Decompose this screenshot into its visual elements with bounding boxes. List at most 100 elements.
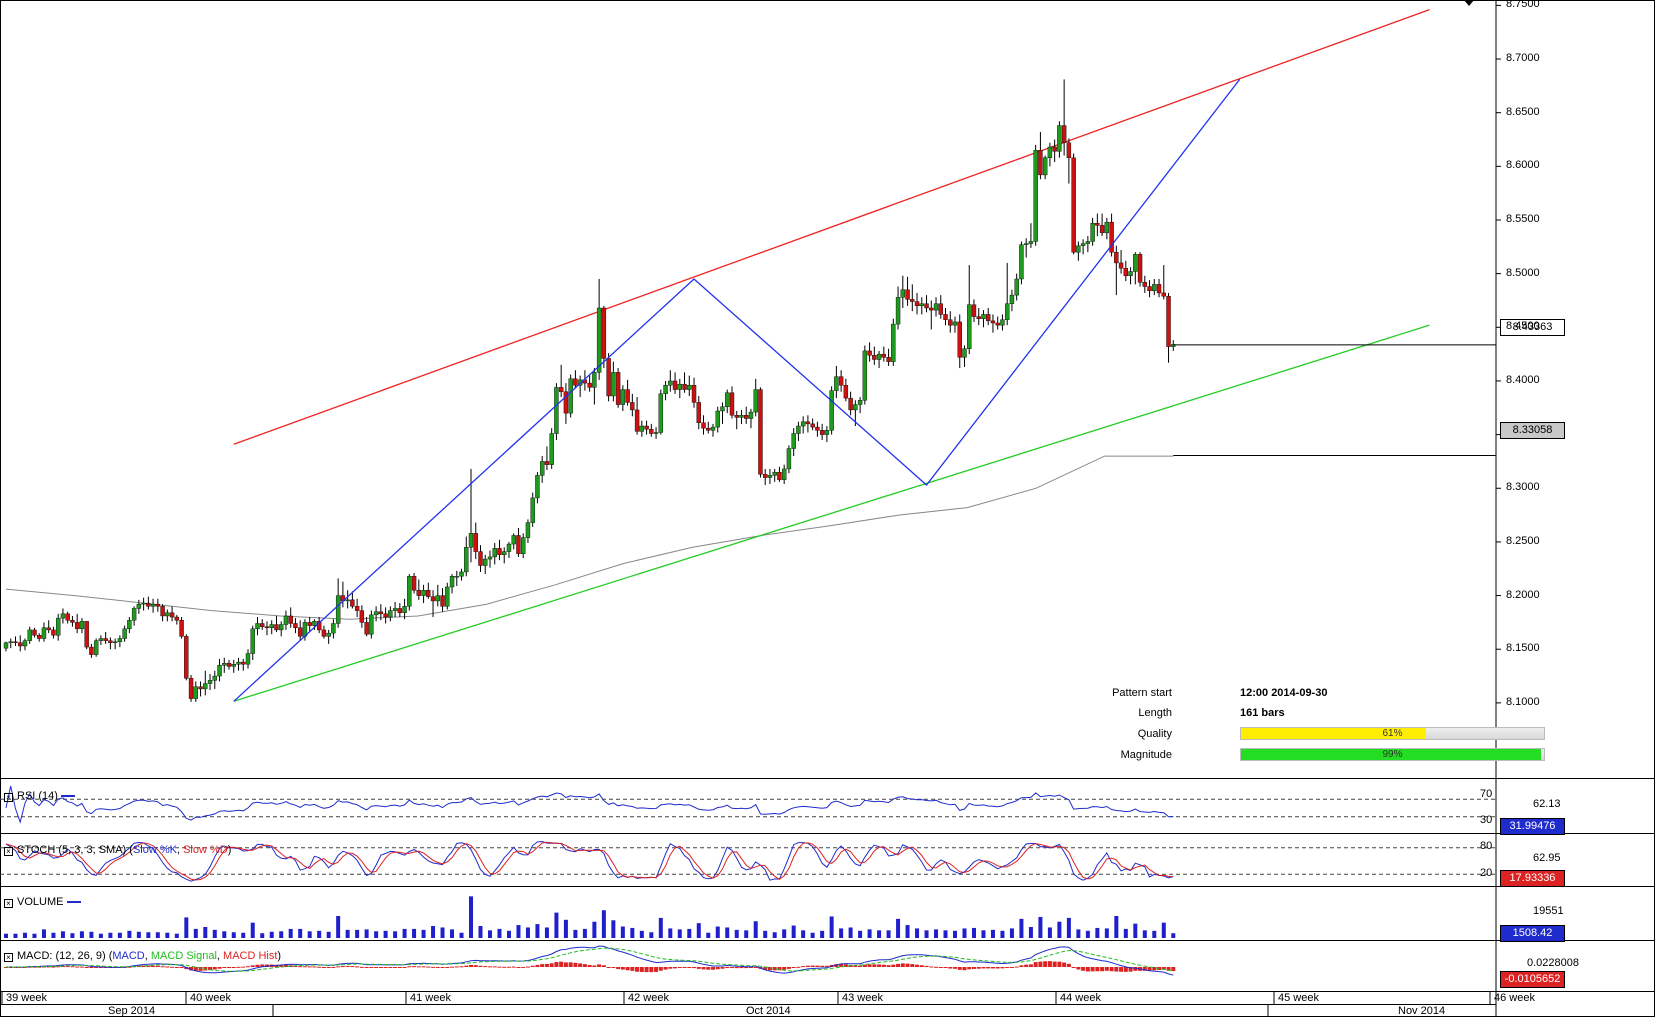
volume-bar (734, 929, 739, 938)
volume-bar (203, 926, 208, 938)
macd-hist-bar (208, 967, 213, 971)
candle-body (468, 533, 474, 548)
candle-body (587, 382, 592, 388)
price-tick-label: 8.1000 (1506, 695, 1540, 708)
quality-bar: 61% (1240, 727, 1545, 740)
macd-hist-bar (1033, 962, 1038, 967)
macd-hist-bar (782, 967, 787, 970)
macd-axis-label: 0.0228008 (1527, 957, 1579, 969)
volume-collapse-icon[interactable]: × (4, 899, 13, 908)
volume-bar (421, 929, 426, 938)
macd-hist-bar (227, 967, 232, 968)
candle-body (568, 378, 573, 414)
macd-hist-bar (502, 966, 507, 968)
candle-body (796, 425, 801, 434)
week-label: 39 week (6, 992, 47, 1004)
volume-bar (1076, 929, 1081, 938)
week-label: 44 week (1060, 992, 1101, 1004)
macd-hist-bar (217, 967, 222, 969)
candle-body (112, 641, 118, 643)
candle-body (886, 357, 891, 362)
volume-bar (13, 933, 18, 938)
week-label: 42 week (628, 992, 669, 1004)
macd-hist-bar (786, 967, 791, 969)
candle-body (188, 678, 194, 699)
candle-body (445, 586, 450, 607)
candle-body (359, 610, 365, 623)
candle-body (345, 599, 350, 602)
macd-hist-bar (426, 966, 431, 968)
macd-hist-bar (1062, 962, 1067, 967)
candle-body (1076, 245, 1081, 253)
candle-body (288, 615, 293, 624)
macd-hist-bar (1043, 961, 1048, 967)
macd-hist-bar (27, 966, 32, 968)
volume-bar (165, 932, 170, 938)
candle-body (1071, 157, 1076, 253)
candle-body (1090, 223, 1095, 242)
candle-body (706, 427, 711, 431)
candle-body (198, 686, 203, 690)
macd-hist-bar (32, 966, 37, 968)
macd-hist-bar (478, 965, 483, 967)
volume-title: × VOLUME (4, 896, 81, 908)
volume-bar (715, 926, 720, 938)
volume-bar (725, 927, 730, 938)
macd-hist-bar (995, 967, 1000, 969)
macd-hist-bar (715, 967, 720, 970)
macd-hist-bar (948, 967, 953, 969)
volume-bar (184, 917, 189, 938)
candle-body (900, 289, 906, 298)
candle-body (611, 372, 616, 397)
volume-bar (117, 932, 122, 938)
price-tick-label: 8.5000 (1506, 266, 1540, 279)
candle-body (895, 297, 901, 325)
stoch-level-20: 20 (1480, 867, 1493, 879)
candle-body (1085, 241, 1091, 244)
moving-average-line (5, 455, 1174, 620)
volume-bar (1019, 918, 1024, 938)
volume-bar (886, 930, 891, 938)
candle-body (682, 383, 687, 390)
macd-hist-bar (644, 967, 649, 973)
macd-hist-bar (170, 966, 175, 968)
candle-body (122, 628, 127, 639)
volume-bar (829, 916, 834, 938)
rsi-collapse-icon[interactable]: × (4, 793, 13, 802)
candle-body (41, 627, 47, 639)
volume-bar (601, 910, 606, 938)
candle-body (354, 606, 360, 611)
volume-bar (896, 918, 901, 938)
macd-hist-bar (1014, 966, 1019, 968)
candle-body (1123, 268, 1129, 276)
week-label: 43 week (842, 992, 883, 1004)
macd-hist-bar (1114, 967, 1119, 972)
stoch-d-line (5, 841, 1174, 881)
pattern-start-value: 12:00 2014-09-30 (1240, 687, 1328, 699)
macd-hist-bar (1109, 967, 1114, 972)
stoch-k-name: Slow %K (132, 844, 177, 856)
stoch-collapse-icon[interactable]: × (4, 847, 13, 856)
volume-bar (820, 930, 825, 938)
macd-hist-bar (881, 964, 886, 967)
volume-axis-label: 19551 (1533, 905, 1564, 917)
macd-hist-bar (872, 964, 877, 967)
volume-bar (41, 929, 46, 938)
candle-body (279, 624, 284, 631)
volume-bar (364, 929, 369, 938)
candle-body (815, 426, 820, 431)
candle-body (165, 612, 170, 617)
macd-hist-bar (687, 967, 692, 968)
price-tick-label: 8.2000 (1506, 588, 1540, 601)
week-label: 45 week (1278, 992, 1319, 1004)
volume-bar (791, 925, 796, 938)
volume-bar (677, 929, 682, 938)
candle-body (805, 421, 811, 425)
candle-body (995, 322, 1000, 326)
macd-collapse-icon[interactable]: × (4, 953, 13, 962)
macd-hist-bar (530, 965, 535, 967)
volume-bar (98, 933, 103, 938)
candle-body (924, 303, 929, 309)
volume-bar (241, 932, 246, 938)
macd-hist-bar (1066, 963, 1071, 967)
